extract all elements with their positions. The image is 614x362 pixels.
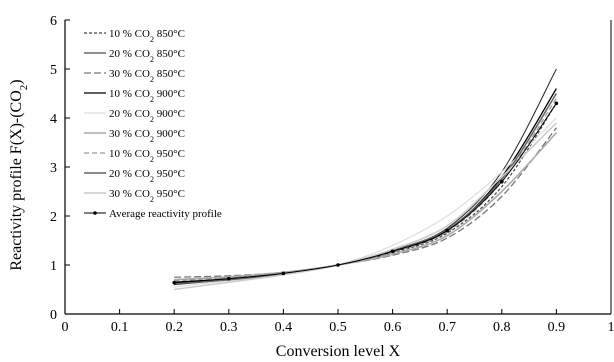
y-tick-label-1: 1 [50,259,57,274]
legend-label-5: 20 % CO2 900°C [109,108,185,124]
legend-marker-10 [93,211,97,215]
x-axis-title: Conversion level X [276,343,401,360]
x-tick-label-10: 1 [608,320,614,335]
x-tick-label-3: 0.3 [220,320,238,335]
x-tick-label-4: 0.4 [275,320,293,335]
series-point-10-7 [500,179,504,184]
legend-label-4: 10 % CO2 900°C [109,88,185,104]
x-tick-label-0: 0 [62,320,69,335]
y-tick-label-5: 5 [50,63,57,78]
x-tick-label-2: 0.2 [165,320,183,335]
series-point-10-6 [445,228,450,233]
x-tick-label-8: 0.8 [493,320,511,335]
legend-label-8: 20 % CO2 950°C [109,168,185,184]
legend-label-2: 20 % CO2 850°C [109,48,185,64]
legend-label-1: 10 % CO2 850°C [109,28,185,44]
x-tick-label-9: 0.9 [548,320,566,335]
legend-label-10: Average reactivity profile [109,208,222,220]
x-tick-label-6: 0.6 [384,320,402,335]
series-point-10-4 [336,263,340,267]
x-tick-label-7: 0.7 [438,320,456,335]
series-point-10-2 [227,276,231,281]
series-line-5 [174,117,557,288]
series-line-6 [174,132,557,281]
series-line-8 [174,93,558,285]
legend: 10 % CO2 850°C 20 % CO2 850°C 30 % CO2 850… [84,28,222,220]
series-line-2 [174,68,557,286]
series-layer [172,68,559,291]
series-line-3 [174,127,557,278]
legend-label-3: 30 % CO2 850°C [109,68,185,84]
series-point-10-5 [390,249,395,254]
legend-label-6: 30 % CO2 900°C [109,128,185,144]
series-point-10-1 [172,280,176,285]
series-line-9 [174,122,557,291]
y-tick-label-2: 2 [50,210,57,225]
y-tick-label-3: 3 [50,161,57,176]
series-line-1 [174,102,557,281]
y-tick-label-6: 6 [50,14,57,29]
x-tick-label-5: 0.5 [329,320,347,335]
x-tick-label-1: 0.1 [111,320,129,335]
legend-label-9: 30 % CO2 950°C [109,188,185,204]
y-tick-label-4: 4 [50,112,57,127]
axes: 0 0.1 0.2 0.3 0.4 0.5 0.6 0.7 0.8 0.9 1 0 1 2 3 4 5 6 Conv… [8,14,614,360]
series-point-10-3 [281,271,286,276]
y-axis-title: Reactivity profile F(X)-(CO2) [8,79,30,270]
series-point-10-8 [554,101,559,106]
legend-label-7: 10 % CO2 950°C [109,148,185,164]
y-tick-label-0: 0 [50,308,57,323]
